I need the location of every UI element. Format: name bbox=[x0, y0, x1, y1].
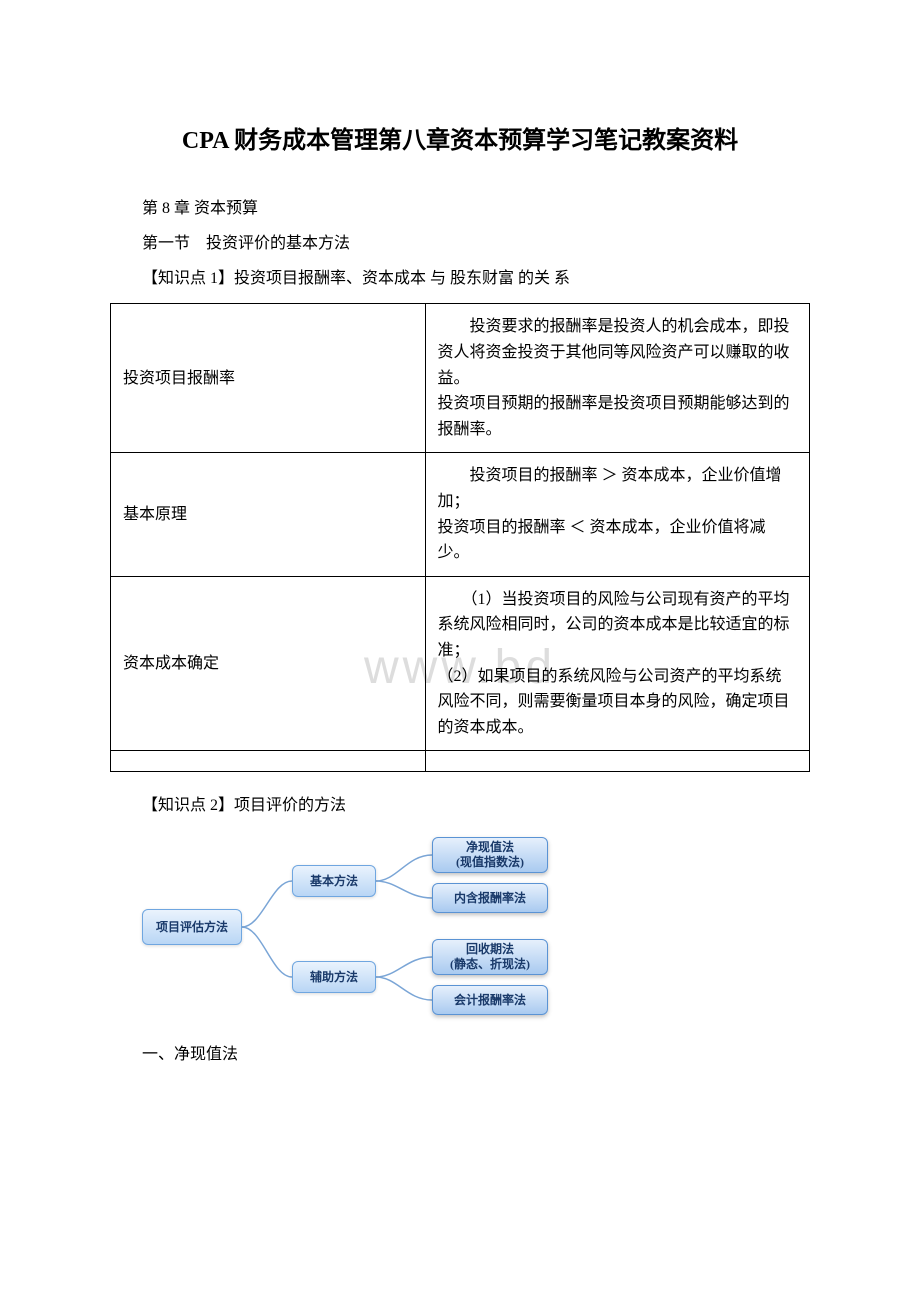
cell-content: 投资要求的报酬率是投资人的机会成本，即投资人将资金投资于其他同等风险资产可以赚取… bbox=[425, 304, 809, 453]
method-diagram: 项目评估方法 基本方法 辅助方法 净现值法(现值指数法) 内含报酬率法 回收期法… bbox=[142, 831, 562, 1021]
table-row: 基本原理 投资项目的报酬率 ＞ 资本成本，企业价值增加；投资项目的报酬率 ＜ 资… bbox=[111, 453, 810, 576]
diagram-node-npv: 净现值法(现值指数法) bbox=[432, 837, 548, 873]
cell-content bbox=[425, 751, 809, 772]
chapter-line: 第 8 章 资本预算 bbox=[110, 195, 810, 224]
cell-label: 基本原理 bbox=[111, 453, 426, 576]
diagram-node-basic-methods: 基本方法 bbox=[292, 865, 376, 897]
diagram-node-root: 项目评估方法 bbox=[142, 909, 242, 945]
table-row: 资本成本确定 （1）当投资项目的风险与公司现有资产的平均系统风险相同时，公司的资… bbox=[111, 576, 810, 751]
document-page: www.bd CPA 财务成本管理第八章资本预算学习笔记教案资料 第 8 章 资… bbox=[0, 0, 920, 1302]
knowledge-table-1: 投资项目报酬率 投资要求的报酬率是投资人的机会成本，即投资人将资金投资于其他同等… bbox=[110, 303, 810, 772]
cell-content: 投资项目的报酬率 ＞ 资本成本，企业价值增加；投资项目的报酬率 ＜ 资本成本，企… bbox=[425, 453, 809, 576]
table-row: 投资项目报酬率 投资要求的报酬率是投资人的机会成本，即投资人将资金投资于其他同等… bbox=[111, 304, 810, 453]
table-row bbox=[111, 751, 810, 772]
cell-label: 投资项目报酬率 bbox=[111, 304, 426, 453]
diagram-node-aux-methods: 辅助方法 bbox=[292, 961, 376, 993]
knowledge-point-1: 【知识点 1】投资项目报酬率、资本成本 与 股东财富 的关 系 bbox=[110, 265, 810, 294]
subsection-line: 一、净现值法 bbox=[110, 1041, 810, 1070]
cell-content: （1）当投资项目的风险与公司现有资产的平均系统风险相同时，公司的资本成本是比较适… bbox=[425, 576, 809, 751]
section-line: 第一节 投资评价的基本方法 bbox=[110, 230, 810, 259]
cell-label: 资本成本确定 bbox=[111, 576, 426, 751]
diagram-node-payback: 回收期法(静态、折现法) bbox=[432, 939, 548, 975]
knowledge-point-2: 【知识点 2】项目评价的方法 bbox=[110, 792, 810, 821]
page-title: CPA 财务成本管理第八章资本预算学习笔记教案资料 bbox=[110, 120, 810, 155]
cell-label bbox=[111, 751, 426, 772]
diagram-node-irr: 内含报酬率法 bbox=[432, 883, 548, 913]
diagram-node-arr: 会计报酬率法 bbox=[432, 985, 548, 1015]
